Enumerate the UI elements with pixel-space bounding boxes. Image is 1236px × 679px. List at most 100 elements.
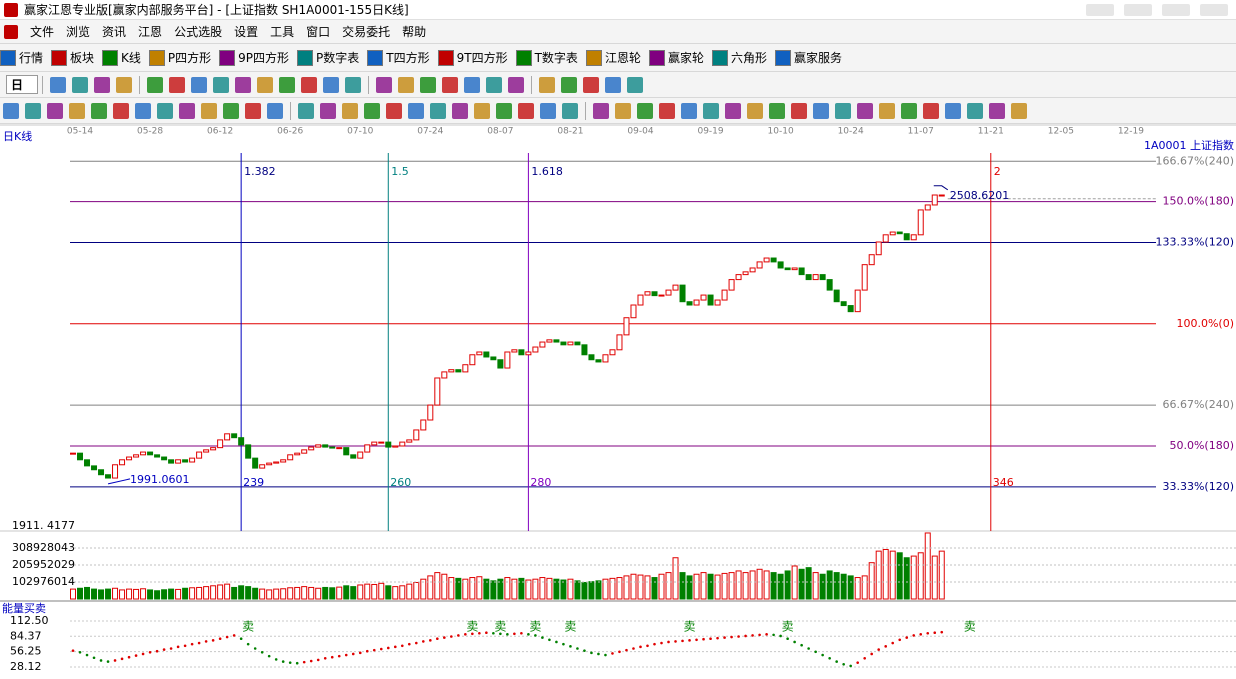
tool-icon[interactable] <box>301 76 318 93</box>
tool-icon[interactable] <box>725 102 741 119</box>
menu-item[interactable]: 工具 <box>270 25 295 39</box>
tool-icon[interactable] <box>213 76 230 93</box>
tool-icon[interactable] <box>50 76 67 93</box>
tool-icon[interactable] <box>901 102 917 119</box>
window-button[interactable] <box>1086 3 1114 16</box>
menu-item[interactable]: 设置 <box>234 25 259 39</box>
tool-icon[interactable] <box>681 102 697 119</box>
tool-icon[interactable] <box>72 76 89 93</box>
tool-icon[interactable] <box>562 102 578 119</box>
tool-icon[interactable] <box>191 76 208 93</box>
toolbar-button[interactable]: 板块 <box>51 49 94 66</box>
menu-item[interactable]: 资讯 <box>102 25 127 39</box>
window-button[interactable] <box>1162 3 1190 16</box>
tool-icon[interactable] <box>508 76 525 93</box>
tool-icon[interactable] <box>267 102 283 119</box>
tool-icon[interactable] <box>25 102 41 119</box>
tool-icon[interactable] <box>605 76 622 93</box>
tool-icon[interactable] <box>386 102 402 119</box>
tool-icon[interactable] <box>245 102 261 119</box>
tool-icon[interactable] <box>69 102 85 119</box>
tool-icon[interactable] <box>945 102 961 119</box>
window-button[interactable] <box>1124 3 1152 16</box>
tool-icon[interactable] <box>1011 102 1027 119</box>
tool-icon[interactable] <box>857 102 873 119</box>
tool-icon[interactable] <box>323 76 340 93</box>
tool-icon[interactable] <box>298 102 314 119</box>
tool-icon[interactable] <box>376 76 393 93</box>
tool-icon[interactable] <box>518 102 534 119</box>
tool-icon[interactable] <box>813 102 829 119</box>
tool-icon[interactable] <box>47 102 63 119</box>
toolbar-button[interactable]: T四方形 <box>367 49 430 66</box>
tool-icon[interactable] <box>223 102 239 119</box>
tool-icon[interactable] <box>791 102 807 119</box>
tool-icon[interactable] <box>561 76 578 93</box>
menu-item[interactable]: 窗口 <box>306 25 331 39</box>
tool-icon[interactable] <box>637 102 653 119</box>
tool-icon[interactable] <box>583 76 600 93</box>
toolbar-button[interactable]: 行情 <box>0 49 43 66</box>
toolbar-button[interactable]: P数字表 <box>297 49 359 66</box>
tool-icon[interactable] <box>279 76 296 93</box>
tool-icon[interactable] <box>169 76 186 93</box>
tool-icon[interactable] <box>430 102 446 119</box>
menu-item[interactable]: 江恩 <box>138 25 163 39</box>
tool-icon[interactable] <box>923 102 939 119</box>
tool-icon[interactable] <box>113 102 129 119</box>
tool-icon[interactable] <box>398 76 415 93</box>
toolbar-button[interactable]: 9P四方形 <box>219 49 289 66</box>
menu-item[interactable]: 帮助 <box>402 25 427 39</box>
tool-icon[interactable] <box>257 76 274 93</box>
toolbar-button[interactable]: 江恩轮 <box>585 49 641 66</box>
tool-icon[interactable] <box>703 102 719 119</box>
tool-icon[interactable] <box>345 76 362 93</box>
tool-icon[interactable] <box>659 102 675 119</box>
toolbar-button[interactable]: 六角形 <box>711 49 767 66</box>
tool-icon[interactable] <box>342 102 358 119</box>
tool-icon[interactable] <box>364 102 380 119</box>
menu-item[interactable]: 浏览 <box>66 25 91 39</box>
tool-icon[interactable] <box>135 102 151 119</box>
tool-icon[interactable] <box>967 102 983 119</box>
menu-item[interactable]: 公式选股 <box>174 25 223 39</box>
tool-icon[interactable] <box>593 102 609 119</box>
tool-icon[interactable] <box>320 102 336 119</box>
tool-icon[interactable] <box>201 102 217 119</box>
tool-icon[interactable] <box>91 102 107 119</box>
tool-icon[interactable] <box>408 102 424 119</box>
toolbar-button[interactable]: P四方形 <box>148 49 211 66</box>
tool-icon[interactable] <box>835 102 851 119</box>
menu-item[interactable]: 文件 <box>30 25 55 39</box>
tool-icon[interactable] <box>147 76 164 93</box>
tool-icon[interactable] <box>3 102 19 119</box>
tool-icon[interactable] <box>179 102 195 119</box>
tool-icon[interactable] <box>486 76 503 93</box>
tool-icon[interactable] <box>420 76 437 93</box>
tool-icon[interactable] <box>769 102 785 119</box>
tool-icon[interactable] <box>989 102 1005 119</box>
window-button[interactable] <box>1200 3 1228 16</box>
tool-icon[interactable] <box>615 102 631 119</box>
tool-icon[interactable] <box>452 102 468 119</box>
tool-icon[interactable] <box>747 102 763 119</box>
toolbar-button[interactable]: 赢家服务 <box>774 49 842 66</box>
tool-icon[interactable] <box>540 102 556 119</box>
tool-icon[interactable] <box>879 102 895 119</box>
tool-icon[interactable] <box>496 102 512 119</box>
tool-icon[interactable] <box>116 76 133 93</box>
toolbar-button[interactable]: 赢家轮 <box>648 49 704 66</box>
period-selector[interactable]: 日 <box>6 75 39 94</box>
toolbar-button[interactable]: K线 <box>102 49 141 66</box>
menu-item[interactable]: 交易委托 <box>342 25 391 39</box>
toolbar-button[interactable]: 9T四方形 <box>437 49 508 66</box>
tool-icon[interactable] <box>442 76 459 93</box>
tool-icon[interactable] <box>539 76 556 93</box>
tool-icon[interactable] <box>474 102 490 119</box>
tool-icon[interactable] <box>94 76 111 93</box>
tool-icon[interactable] <box>464 76 481 93</box>
tool-icon[interactable] <box>157 102 173 119</box>
tool-icon[interactable] <box>235 76 252 93</box>
tool-icon[interactable] <box>627 76 644 93</box>
toolbar-button[interactable]: T数字表 <box>515 49 578 66</box>
